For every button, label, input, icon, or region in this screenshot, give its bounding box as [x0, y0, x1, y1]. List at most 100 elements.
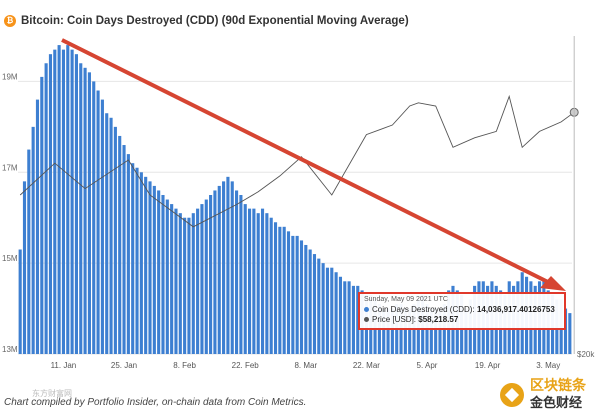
cdd-bar: [79, 63, 83, 354]
price-line: [19, 94, 575, 228]
x-tick-label: 3. May: [536, 361, 560, 370]
tooltip-price-label: Price [USD]:: [372, 315, 417, 324]
x-tick-label: 8. Feb: [173, 361, 196, 370]
cdd-bar: [178, 213, 182, 354]
cdd-bar: [252, 208, 256, 354]
cdd-bar: [248, 208, 252, 354]
cdd-bar: [109, 117, 113, 355]
cdd-bar: [209, 195, 213, 354]
cdd-bar: [152, 185, 156, 354]
cdd-bar: [96, 90, 100, 354]
cdd-bar: [217, 185, 221, 354]
x-tick-label: 8. Mar: [294, 361, 317, 370]
cdd-bar: [273, 222, 278, 354]
cdd-bar: [304, 244, 308, 354]
cdd-bar: [22, 181, 27, 354]
chart-header: ₿ Bitcoin: Coin Days Destroyed (CDD) (90…: [4, 15, 409, 27]
tooltip-cdd-row: Coin Days Destroyed (CDD): 14,036,917.40…: [364, 305, 560, 314]
brand-name: 区块链条: [530, 377, 586, 393]
cdd-bar: [118, 135, 122, 354]
cdd-bar: [40, 76, 44, 354]
cdd-bar: [338, 276, 343, 354]
cdd-bar: [563, 308, 568, 354]
x-tick-label: 11. Jan: [51, 361, 77, 370]
cdd-bar: [299, 240, 304, 354]
cdd-bar: [139, 172, 143, 354]
x-tick-label: 22. Mar: [353, 361, 380, 370]
cdd-bar: [87, 72, 91, 354]
cdd-bar: [286, 231, 291, 354]
y-tick-label: 17M: [2, 163, 18, 172]
cdd-bar: [347, 281, 351, 354]
cdd-bar: [100, 99, 104, 354]
chart-title: Bitcoin: Coin Days Destroyed (CDD) (90d …: [21, 15, 409, 27]
y-right-tick-label: $20k: [577, 350, 595, 359]
cdd-bar: [53, 49, 57, 354]
y-tick-label: 13M: [2, 345, 18, 354]
cdd-bar: [61, 49, 66, 354]
cdd-bar: [325, 267, 330, 354]
cdd-bar: [235, 190, 239, 354]
cdd-bar: [403, 308, 407, 354]
brand-logo-icon: [500, 382, 524, 407]
y-axis-labels: 13M 15M 17M 19M $20k: [2, 72, 595, 359]
cdd-bar: [165, 199, 169, 354]
x-tick-label: 5. Apr: [417, 361, 438, 370]
cdd-bar: [161, 195, 165, 354]
cdd-bar: [183, 217, 187, 354]
cdd-bar: [408, 308, 412, 354]
cdd-dot-icon: [364, 307, 369, 312]
cdd-bar: [174, 208, 178, 354]
y-tick-label: 19M: [2, 72, 18, 81]
cdd-bar: [148, 181, 152, 354]
cdd-bar: [282, 226, 286, 354]
cdd-bar: [135, 167, 139, 354]
watermark: 东方财富网: [32, 389, 72, 398]
cdd-bar: [144, 176, 148, 354]
chart-caption: Chart compiled by Portfolio Insider, on-…: [4, 397, 307, 408]
cdd-bar: [382, 308, 386, 354]
cdd-bar: [330, 267, 334, 354]
cdd-bar: [131, 163, 135, 354]
cdd-bar: [191, 213, 195, 354]
cdd-bar: [434, 308, 438, 354]
cdd-bar: [351, 285, 355, 354]
cdd-bar: [27, 149, 31, 354]
cdd-bar: [105, 113, 109, 354]
cdd-bar: [230, 181, 234, 354]
cdd-bar: [429, 308, 433, 354]
tooltip-price-row: Price [USD]: $58,218.57: [364, 315, 560, 324]
cdd-bar: [187, 217, 191, 354]
cdd-bar: [464, 308, 468, 354]
cdd-bar: [312, 254, 317, 354]
tooltip-price-value: $58,218.57: [418, 315, 459, 324]
brand-sub: 金色财经: [530, 395, 583, 410]
cdd-bar: [31, 126, 35, 354]
tooltip-date: Sunday, May 09 2021 UTC: [364, 296, 448, 303]
cdd-bar: [390, 308, 394, 354]
cdd-bar: [213, 190, 217, 354]
cdd-bar: [243, 204, 247, 354]
cdd-bar: [66, 45, 70, 355]
price-dot-icon: [364, 317, 369, 322]
cdd-bar: [386, 308, 390, 354]
cdd-bar: [83, 67, 87, 355]
bitcoin-icon: ₿: [4, 15, 16, 27]
cdd-bar: [200, 204, 204, 354]
cdd-bar: [57, 45, 61, 355]
cdd-bar: [321, 263, 325, 354]
cdd-bar: [343, 281, 347, 354]
cdd-bar: [356, 285, 360, 354]
cdd-bar: [265, 213, 269, 354]
x-axis-labels: 11. Jan 25. Jan 8. Feb 22. Feb 8. Mar 22. Mar…: [51, 361, 561, 370]
cdd-bar: [222, 181, 226, 354]
cdd-bar: [92, 81, 96, 355]
tooltip-cdd-value: 14,036,917.40126753: [476, 305, 555, 314]
cdd-bar: [256, 213, 260, 354]
x-tick-label: 22. Feb: [232, 361, 260, 370]
cdd-bar: [295, 235, 299, 354]
cdd-bar: [226, 176, 230, 354]
cdd-bar: [48, 54, 53, 355]
cdd-bar: [269, 217, 273, 354]
